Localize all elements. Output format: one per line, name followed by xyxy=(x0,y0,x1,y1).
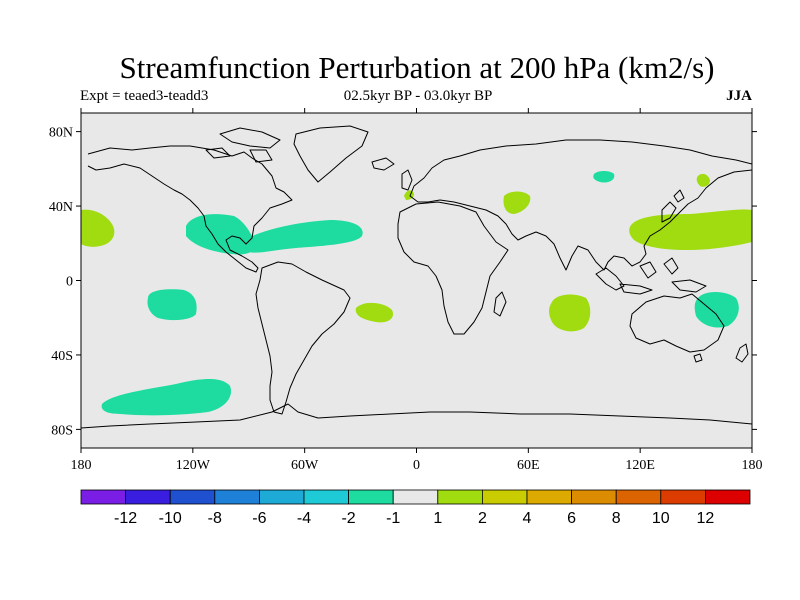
lat-tick-label: 40S xyxy=(51,349,73,364)
lon-tick-label: 60E xyxy=(517,458,540,473)
coastline-iceland xyxy=(371,157,395,171)
coastline-greenland xyxy=(293,125,369,183)
colorbar-swatch xyxy=(615,489,662,505)
anomaly-region-mexico xyxy=(186,214,256,255)
anomaly-region-south-atlantic xyxy=(355,302,394,323)
colorbar-swatch xyxy=(125,489,171,505)
colorbar-label: 8 xyxy=(612,510,621,527)
season-label: JJA xyxy=(726,88,752,104)
colorbar-label: -10 xyxy=(159,510,182,527)
anomaly-region-dateline xyxy=(81,209,115,247)
colorbar-label: 1 xyxy=(433,510,442,527)
coastline-north-america xyxy=(87,145,293,273)
colorbar-label: -8 xyxy=(208,510,222,527)
anomaly-region-indian-ocean xyxy=(549,294,591,332)
coastline-madagascar xyxy=(493,291,507,317)
colorbar-label: 10 xyxy=(652,510,670,527)
lat-tick-label: 80S xyxy=(51,423,73,438)
colorbar-swatch xyxy=(526,489,572,505)
colorbar-swatch xyxy=(303,489,349,505)
coastline-australia xyxy=(629,293,725,353)
anomaly-layer xyxy=(81,171,752,416)
coastline-japan xyxy=(661,189,685,223)
anomaly-region-coral-sea xyxy=(694,292,739,328)
lon-tick-label: 120W xyxy=(176,458,211,473)
coastline-tasmania-nz xyxy=(693,343,749,363)
colorbar-label: 6 xyxy=(567,510,576,527)
colorbar-swatch xyxy=(80,489,126,505)
lon-tick-label: 180 xyxy=(71,458,92,473)
lat-tick-label: 0 xyxy=(66,275,73,290)
colorbar-swatch xyxy=(705,489,751,505)
anomaly-region-atlantic xyxy=(244,220,363,253)
coastline-south-america xyxy=(255,261,351,415)
coastline-arctic-islands xyxy=(205,127,281,163)
lon-tick-label: 120E xyxy=(625,458,655,473)
colorbar-label: -4 xyxy=(297,510,311,527)
colorbar-swatch xyxy=(481,489,528,505)
colorbar-swatch xyxy=(214,489,260,505)
colorbar-swatch xyxy=(392,489,439,505)
colorbar-swatch xyxy=(258,489,305,505)
colorbar: -12 -10 -8 -6 -4 -2 -1 1 2 4 6 8 10 12 xyxy=(80,489,751,527)
anomaly-region-southern-ocean xyxy=(101,379,232,416)
anomaly-region-kamchatka xyxy=(696,173,710,187)
experiment-label: Expt = teaed3-teadd3 xyxy=(80,88,209,104)
colorbar-label: -12 xyxy=(114,510,137,527)
colorbar-swatch xyxy=(660,489,706,505)
plot-title: Streamfunction Perturbation at 200 hPa (… xyxy=(119,50,715,85)
lon-tick-label: 0 xyxy=(413,458,420,473)
colorbar-label: 2 xyxy=(478,510,487,527)
lat-tick-label: 40N xyxy=(49,200,73,215)
coastlines xyxy=(81,125,752,429)
colorbar-swatch xyxy=(348,489,394,505)
map-axes: 180 120W 60W 0 60E 120E 180 80N 40N 0 40S 80S xyxy=(49,108,763,473)
colorbar-label: -2 xyxy=(341,510,355,527)
colorbar-swatch xyxy=(437,489,483,505)
period-label: 02.5kyr BP - 03.0kyr BP xyxy=(343,88,493,104)
lon-tick-label: 180 xyxy=(742,458,763,473)
colorbar-label: -1 xyxy=(386,510,400,527)
coastline-africa xyxy=(397,201,509,335)
lon-tick-label: 60W xyxy=(291,458,319,473)
coastline-eurasia xyxy=(409,139,752,271)
colorbar-label: -6 xyxy=(252,510,266,527)
colorbar-swatch xyxy=(169,489,216,505)
coastline-maritime-continent xyxy=(595,257,707,295)
anomaly-region-siberia xyxy=(593,171,615,183)
colorbar-label: 12 xyxy=(697,510,715,527)
coastline-uk xyxy=(401,169,413,191)
colorbar-swatch xyxy=(571,489,617,505)
anomaly-region-north-pacific xyxy=(629,209,752,250)
coastline-antarctica xyxy=(81,403,752,429)
lat-tick-label: 80N xyxy=(49,126,73,141)
colorbar-label: 4 xyxy=(523,510,532,527)
anomaly-region-caspian xyxy=(503,191,531,214)
anomaly-region-south-pacific xyxy=(147,289,197,321)
